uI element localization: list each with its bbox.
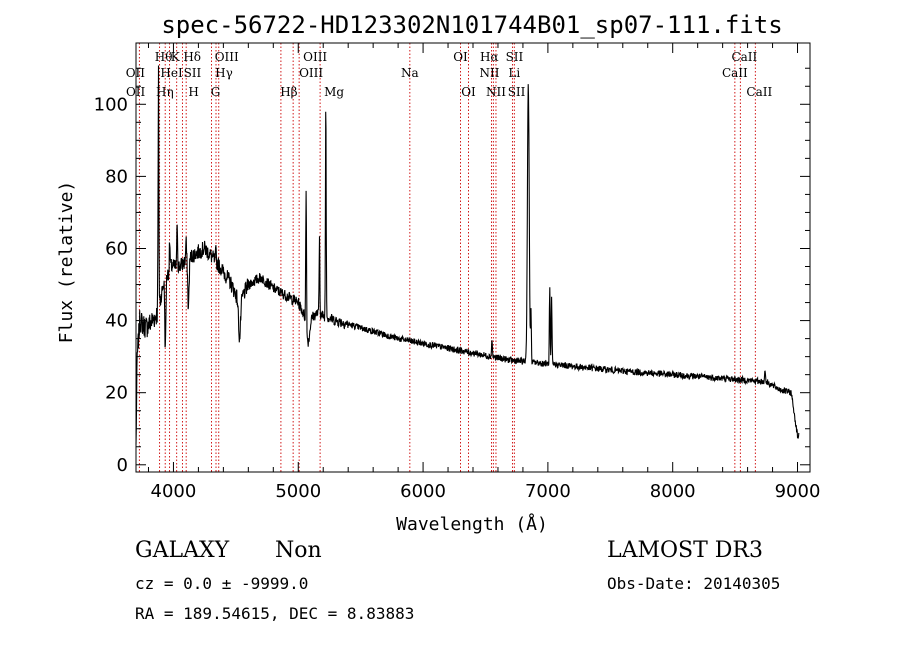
object-subclass: Non: [275, 538, 322, 563]
line-marker-label: K: [171, 50, 181, 64]
line-marker-label: Hα: [480, 50, 499, 64]
y-tick-label: 20: [105, 383, 128, 404]
line-marker-label: Mg: [324, 85, 344, 99]
y-tick-label: 80: [105, 166, 128, 187]
line-marker-label: Hη: [156, 85, 174, 99]
line-marker-label: Hβ: [280, 85, 297, 99]
x-tick-label: 8000: [650, 481, 696, 502]
y-tick-label: 0: [117, 455, 128, 476]
y-tick-label: 100: [94, 94, 128, 115]
survey-name: LAMOST DR3: [607, 538, 763, 563]
x-tick-label: 7000: [525, 481, 571, 502]
x-tick-label: 4000: [151, 481, 197, 502]
line-marker-label: HeI: [160, 66, 183, 80]
plot-frame: [135, 42, 811, 473]
line-marker-label: Hθ: [155, 50, 173, 64]
x-axis-label: Wavelength (Å): [396, 513, 548, 535]
line-marker-label: OIII: [299, 66, 323, 80]
spectrum-chart: spec-56722-HD123302N101744B01_sp07-111.f…: [56, 11, 821, 535]
line-marker-label: CaII: [722, 66, 748, 80]
line-marker-label: OI: [461, 85, 476, 99]
line-marker-label: NII: [479, 66, 499, 80]
y-axis-label: Flux (relative): [56, 181, 77, 344]
observation-date: Obs-Date: 20140305: [607, 574, 781, 593]
line-marker-label: Hγ: [215, 66, 233, 80]
line-marker-label: OIII: [215, 50, 239, 64]
line-marker-label: SII: [508, 85, 526, 99]
line-marker-label: OII: [126, 66, 146, 80]
axes-layer: 4000 5000 6000 7000 8000 9000 0 20 40 60 80 100: [94, 43, 821, 502]
line-marker-label: Hδ: [183, 50, 201, 64]
line-marker-label: OI: [453, 50, 468, 64]
coordinates: RA = 189.54615, DEC = 8.83883: [135, 604, 415, 623]
line-marker-label: SII: [184, 66, 202, 80]
line-marker-label: CaII: [746, 85, 772, 99]
line-marker-label: Na: [401, 66, 419, 80]
line-marker-label: CaII: [731, 50, 757, 64]
chart-title: spec-56722-HD123302N101744B01_sp07-111.f…: [161, 11, 782, 39]
line-marker-label: H: [188, 85, 198, 99]
y-tick-label: 60: [105, 238, 128, 259]
spectrum-line: [135, 65, 800, 445]
line-marker-label: SII: [506, 50, 524, 64]
object-class: GALAXY: [135, 538, 230, 563]
line-marker-layer: [138, 43, 756, 472]
line-marker-label: NII: [486, 85, 506, 99]
x-tick-label: 9000: [775, 481, 821, 502]
redshift-info: cz = 0.0 ± -9999.0: [135, 574, 309, 593]
line-marker-label: Li: [508, 66, 520, 80]
y-tick-label: 40: [105, 311, 128, 332]
line-marker-label: G: [211, 85, 221, 99]
line-marker-label: OIII: [303, 50, 327, 64]
x-tick-label: 6000: [400, 481, 446, 502]
x-tick-label: 5000: [275, 481, 321, 502]
